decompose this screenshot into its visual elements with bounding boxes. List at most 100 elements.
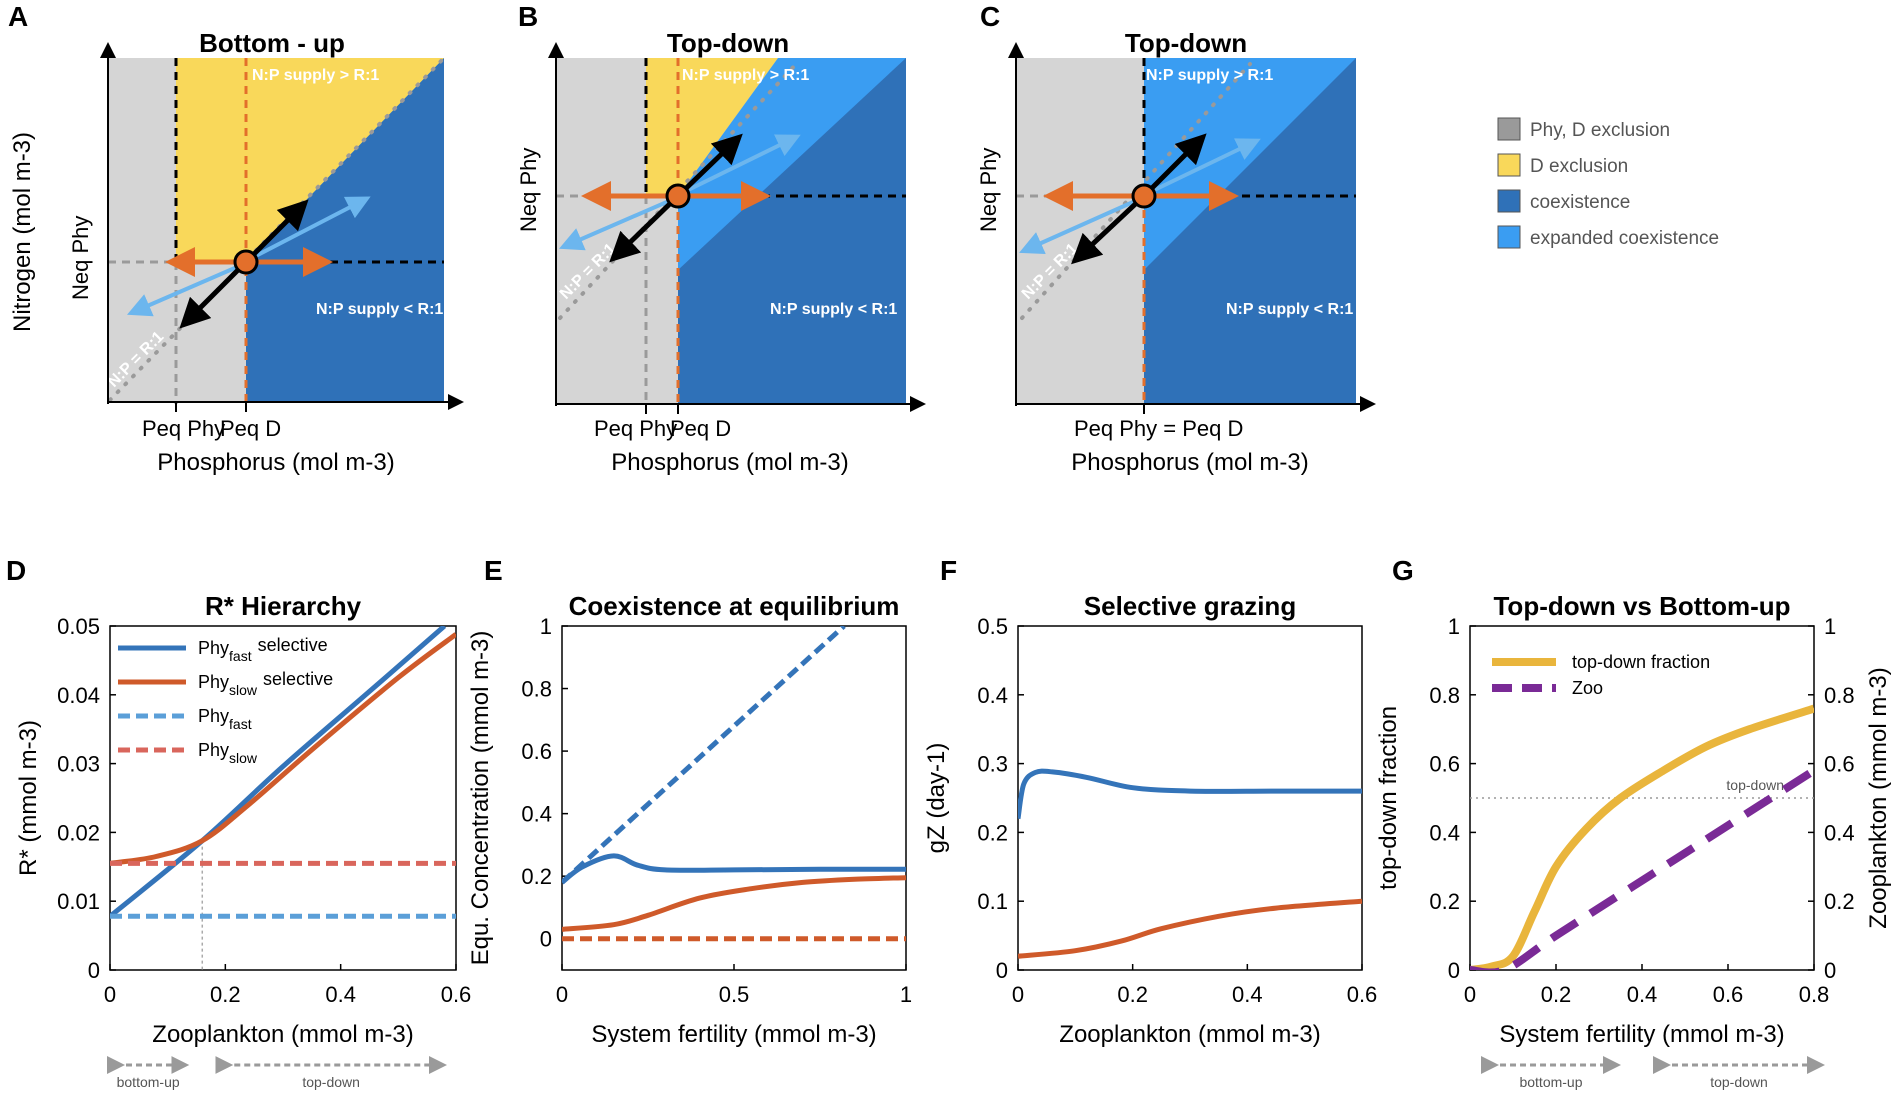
y-axis-label: Nitrogen (mol m-3) [9,132,36,332]
panel-b-title: Top-down [667,28,789,58]
x-tick-label: 0.6 [1713,982,1744,1007]
panel-a-letter: A [8,1,28,32]
upper-label: N:P supply > R:1 [682,67,809,84]
legend-label: coexistence [1530,192,1630,213]
region-coexistence [1144,58,1356,404]
series-line-zoo [1470,767,1814,970]
supply-arrow-light [558,196,677,251]
y-tick-label: 0.05 [57,614,100,639]
regime-label: top-down [302,1074,360,1090]
y-tick-label: 0.6 [1429,752,1460,777]
regime-label: top-down [1710,1074,1768,1090]
regime-label: bottom-up [1519,1074,1582,1090]
panel-d: D R* Hierarchy 0 0.2 0.4 0.6 0 0.01 0.02 0.03 0.04… [6,555,471,1090]
y-tick-label-right: 0.6 [1824,752,1855,777]
y-tick-label: 0.4 [521,802,552,827]
x-tick-label: 0.4 [1232,982,1263,1007]
npr-diagonal [1020,62,1252,320]
chart-title: Selective grazing [1084,591,1296,621]
panel-letter: D [6,555,26,586]
x-tick-label: 0.5 [719,982,750,1007]
y-tick-label: 0.4 [977,683,1008,708]
panel-c: C Top-down N:P supply > R:1 N:P supply <… [976,1,1376,476]
y-tick-label: 0.2 [1429,889,1460,914]
threshold-label: top-down [1726,777,1784,793]
panel-letter: F [940,555,957,586]
y-axis-label-right: Zooplankton (mmol m-3) [1865,667,1892,928]
y-tick-label: 0.6 [521,739,552,764]
y-tick-label: 0.04 [57,683,100,708]
equilibrium-point [233,249,259,275]
supply-arrow-light [1145,138,1261,196]
lower-label: N:P supply < R:1 [1226,301,1353,318]
lower-label: N:P supply < R:1 [316,301,443,318]
series-line-top-down-fraction [1470,704,1814,970]
x-tick-label: 0.2 [1117,982,1148,1007]
x-axis-label: Zooplankton (mmol m-3) [152,1021,413,1048]
y-tick-label: 0.02 [57,820,100,845]
neq-label: Neq Phy [68,216,93,300]
y-tick-label: 1 [540,614,552,639]
legend-label: D exclusion [1530,156,1628,177]
panel-a: A Bottom - up N:P supply > R:1 N:P suppl… [8,1,464,476]
x-tick-label: 0.4 [1627,982,1658,1007]
legend-label: Phyfast [198,706,252,732]
series-line-phy-fast-dotted- [562,626,846,885]
legend-label: Physlow [198,740,258,766]
series-line-phy-slow-selective [110,632,456,866]
legend-label: Zoo [1572,678,1603,698]
p-label-1: Peq Phy [594,416,677,441]
region-d-exclusion [176,58,444,262]
neq-label: Neq Phy [516,148,541,232]
series-line-phy-fast-selective [110,626,447,919]
series-line-fast [1018,768,1362,820]
x-axis-label: Phosphorus (mol m-3) [157,449,394,476]
panel-b-letter: B [518,1,538,32]
equilibrium-point [665,183,691,209]
p-label-1: Peq Phy = Peq D [1074,416,1243,441]
lower-label: N:P supply < R:1 [770,301,897,318]
y-tick-label-right: 0.8 [1824,683,1855,708]
x-tick-label: 0 [556,982,568,1007]
upper-label: N:P supply > R:1 [252,67,379,84]
neq-label: Neq Phy [976,148,1001,232]
legend-swatch-coexistence [1497,189,1521,213]
x-tick-label: 0.2 [210,982,241,1007]
y-tick-label: 0.3 [977,752,1008,777]
axes-box [1017,625,1363,971]
x-tick-label: 0.8 [1799,982,1830,1007]
x-axis-label: System fertility (mmol m-3) [1499,1021,1784,1048]
x-axis-label: Phosphorus (mol m-3) [611,449,848,476]
y-tick-label: 1 [1448,614,1460,639]
region-coexistence [678,58,906,404]
y-tick-label: 0 [996,958,1008,983]
supply-arrow-light [126,262,245,317]
y-tick-label-right: 1 [1824,614,1836,639]
y-tick-label: 0 [1448,958,1460,983]
chart-title: Coexistence at equilibrium [569,591,900,621]
panel-e: E Coexistence at equilibrium 0 0.5 1 0 0.2 0.4 0… [467,555,912,1048]
x-axis-label: Phosphorus (mol m-3) [1071,449,1308,476]
panel-letter: E [484,555,503,586]
chart-title: Top-down vs Bottom-up [1493,591,1790,621]
region-legend: Phy, D exclusion D exclusion coexistence… [1497,117,1719,249]
panel-f: F Selective grazing 0 0.2 0.4 0.6 0 0.1 0.2 0.3 0.… [923,555,1377,1048]
series-line-phy-fast-selective [562,853,906,885]
y-tick-label: 0.5 [977,614,1008,639]
legend-label: Physlowselective [198,669,333,698]
legend-label: Phyfastselective [198,635,328,664]
panel-letter: G [1392,555,1414,586]
npr-diagonal [108,56,446,402]
p-label-1: Peq Phy [142,416,225,441]
consumption-arrow [179,260,248,329]
consumption-arrow [1071,194,1146,265]
y-tick-label-right: 0.2 [1824,889,1855,914]
consumption-arrow [609,194,680,263]
x-axis-label: Zooplankton (mmol m-3) [1059,1021,1320,1048]
legend-swatch-d-exclusion [1497,153,1521,177]
supply-arrow-light [679,134,801,196]
y-tick-label: 0.4 [1429,820,1460,845]
x-axis-label: System fertility (mmol m-3) [591,1021,876,1048]
equilibrium-point [1131,183,1157,209]
